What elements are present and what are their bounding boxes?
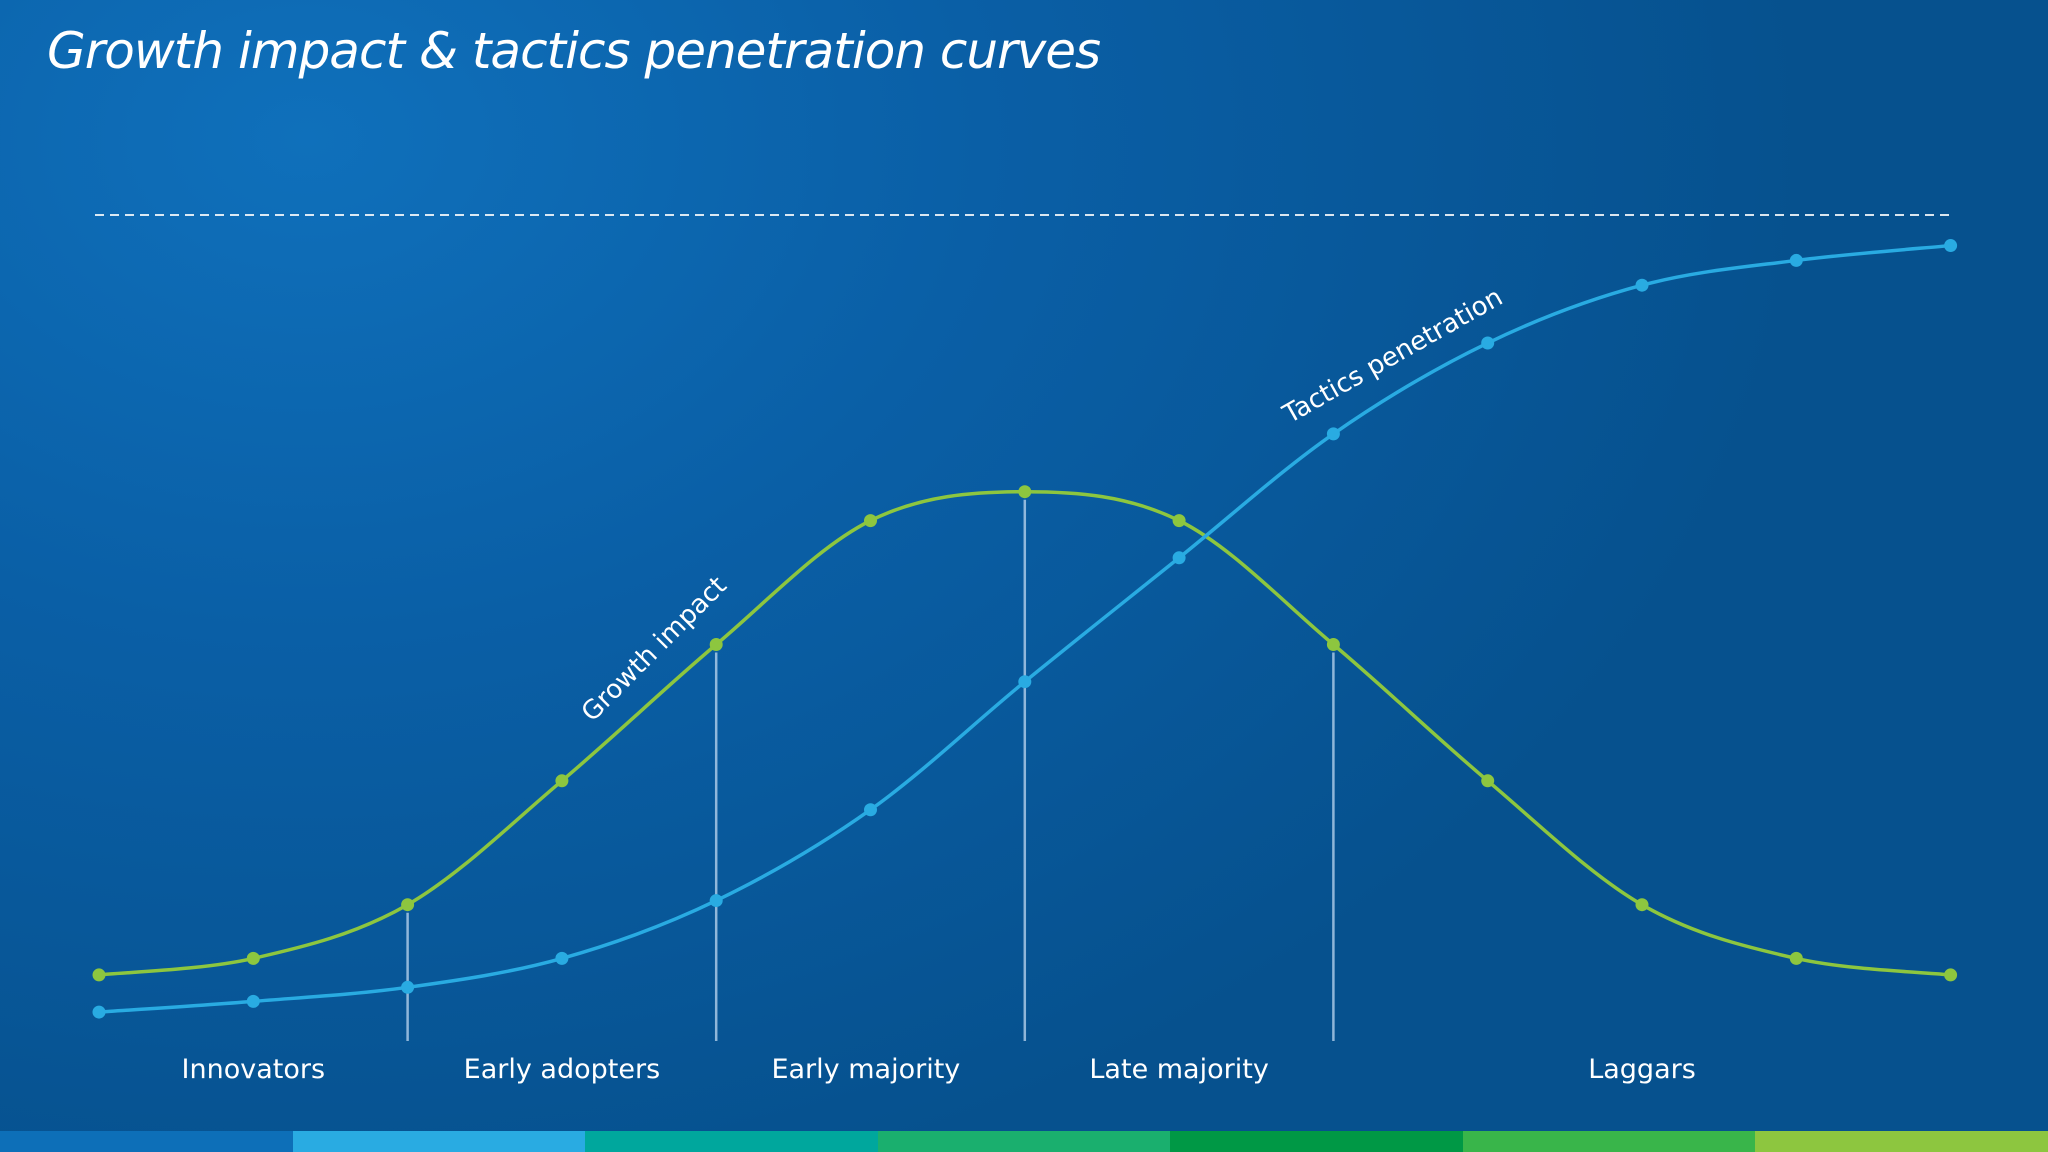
tactics-penetration-point [1481,336,1495,350]
growth-impact-point [92,968,106,982]
color-bar-segment [0,1131,293,1152]
segment-label: Early majority [771,1054,960,1085]
segment-label: Late majority [1089,1054,1268,1085]
tactics-penetration-point [1944,239,1958,253]
slide-title: Growth impact & tactics penetration curv… [47,22,1101,80]
tactics-penetration-point [1172,551,1186,565]
growth-impact-point [401,898,415,912]
color-bar-segment [292,1131,586,1152]
growth-impact-point [1018,485,1032,499]
segment-label: Innovators [182,1054,326,1085]
segment-label: Laggars [1588,1054,1696,1085]
tactics-penetration-point [1018,675,1032,689]
growth-impact-point [1481,774,1495,788]
tactics-penetration-point [246,994,260,1008]
color-bar-segment [1462,1131,1756,1152]
tactics-penetration-point [1635,278,1649,292]
color-bar-segment [1755,1131,2048,1152]
color-bar-segment [585,1131,878,1152]
segment-label: Early adopters [464,1054,660,1085]
growth-impact-point [1172,514,1186,528]
growth-impact-point [555,774,569,788]
tactics-penetration-point [1326,427,1340,441]
growth-impact-point [246,951,260,965]
tactics-penetration-point [401,980,415,994]
tactics-penetration-point [709,894,723,908]
tactics-penetration-label: Tactics penetration [1277,282,1508,430]
growth-impact-point [709,638,723,652]
color-bar-segment [877,1131,1171,1152]
growth-impact-point [1326,638,1340,652]
tactics-penetration-point [864,803,877,817]
growth-impact-point [864,514,877,528]
growth-impact-point [1944,968,1958,982]
tactics-penetration-point [1789,253,1803,267]
growth-impact-point [1789,951,1803,965]
tactics-penetration-point [92,1005,106,1019]
growth-impact-point [1635,898,1649,912]
color-bar-segment [1170,1131,1463,1152]
bottom-color-bar [0,1131,2048,1152]
tactics-penetration-point [555,951,569,965]
